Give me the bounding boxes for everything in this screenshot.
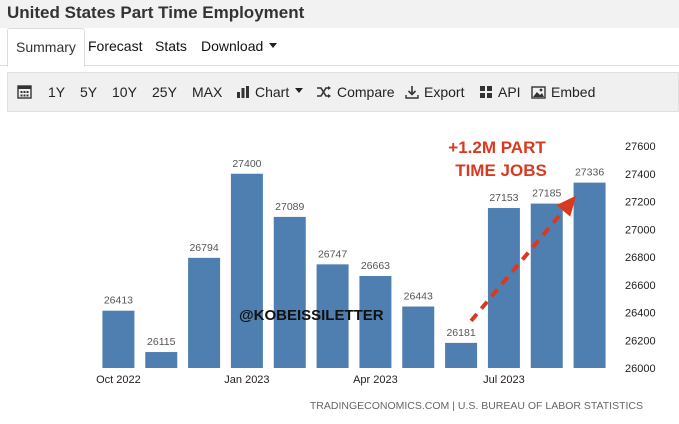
bar-chart-icon [237, 86, 249, 98]
bar [316, 264, 349, 368]
calendar-button[interactable] [17, 84, 32, 99]
y-tick-label: 27200 [625, 197, 656, 209]
page-title: United States Part Time Employment [7, 3, 305, 22]
bar [402, 306, 435, 368]
y-tick-label: 27600 [625, 141, 656, 153]
calendar-icon [17, 85, 32, 99]
bar-value-label: 27400 [232, 158, 261, 170]
tab-summary[interactable]: Summary [7, 28, 85, 67]
bar-value-label: 26115 [147, 336, 176, 348]
chevron-down-icon [295, 87, 304, 93]
bar [359, 276, 392, 368]
range-1y-button[interactable]: 1Y [48, 84, 66, 100]
bar-value-label: 26747 [318, 248, 347, 260]
bar [445, 342, 478, 368]
embed-label: Embed [551, 84, 596, 100]
chart-area: 26000 26200 26400 26600 26800 27000 27200 27400… [7, 112, 679, 424]
y-tick-label: 26200 [625, 335, 656, 347]
range-max-button[interactable]: MAX [192, 84, 223, 100]
bar-chart: 26000 26200 26400 26600 26800 27000 27200 27400… [96, 138, 656, 412]
bar-value-label: 26663 [361, 260, 390, 272]
y-tick-label: 26800 [625, 252, 656, 264]
y-tick-label: 26000 [625, 363, 656, 375]
bar [273, 216, 306, 368]
chart-type-label: Chart [255, 84, 290, 100]
bar [230, 173, 263, 368]
x-tick-label: Apr 2023 [353, 374, 398, 386]
bar-value-label: 27336 [575, 167, 604, 179]
chart-type-button[interactable]: Chart [236, 84, 304, 100]
compare-label: Compare [337, 84, 395, 100]
tab-bar: Summary Forecast Stats Download [0, 28, 679, 67]
watermark-text: @KOBEISSILETTER [239, 307, 384, 324]
bar-value-label: 26181 [446, 327, 475, 339]
bar [145, 352, 178, 368]
annotation-line-2: TIME JOBS [455, 161, 547, 180]
bar-value-label: 27153 [489, 192, 518, 204]
bar-value-label: 26794 [189, 242, 218, 254]
range-10y-button[interactable]: 10Y [112, 84, 137, 100]
tab-download-label: Download [201, 38, 264, 54]
y-tick-label: 26600 [625, 280, 656, 292]
tab-stats[interactable]: Stats [155, 38, 187, 54]
chevron-down-icon [269, 42, 278, 48]
y-tick-label: 27400 [625, 169, 656, 181]
compare-button[interactable]: Compare [316, 84, 395, 100]
tab-forecast[interactable]: Forecast [88, 38, 143, 54]
api-label: API [498, 84, 521, 100]
shuffle-icon [317, 86, 331, 98]
source-text: TRADINGECONOMICS.COM | U.S. BUREAU OF LA… [310, 400, 643, 412]
annotation-line-1: +1.2M PART [448, 138, 546, 157]
bar-value-label: 26443 [404, 291, 433, 303]
chart-toolbar: 1Y 5Y 10Y 25Y MAX Chart Compare Export A… [7, 72, 679, 112]
api-button[interactable]: API [479, 84, 521, 100]
embed-button[interactable]: Embed [531, 84, 595, 100]
trend-arrow-line [469, 197, 576, 323]
trend-arrow-head [556, 195, 577, 217]
x-tick-label: Jul 2023 [483, 374, 525, 386]
bar [188, 257, 221, 368]
x-tick-label: Oct 2022 [96, 374, 141, 386]
bar-value-label: 27185 [532, 188, 561, 200]
tab-download[interactable]: Download [201, 38, 278, 54]
image-icon [531, 85, 546, 99]
range-5y-button[interactable]: 5Y [80, 84, 98, 100]
title-bar: United States Part Time Employment [0, 0, 679, 28]
y-tick-label: 26400 [625, 308, 656, 320]
download-icon [405, 86, 419, 99]
export-button[interactable]: Export [405, 84, 464, 100]
export-label: Export [424, 84, 465, 100]
bar [487, 208, 520, 368]
y-tick-label: 27000 [625, 224, 656, 236]
grid-icon [480, 86, 492, 98]
range-25y-button[interactable]: 25Y [152, 84, 177, 100]
bar [102, 310, 135, 368]
x-tick-label: Jan 2023 [224, 374, 269, 386]
bar [573, 182, 606, 368]
bar-value-label: 26413 [104, 295, 133, 307]
bar-value-label: 27089 [275, 201, 304, 213]
